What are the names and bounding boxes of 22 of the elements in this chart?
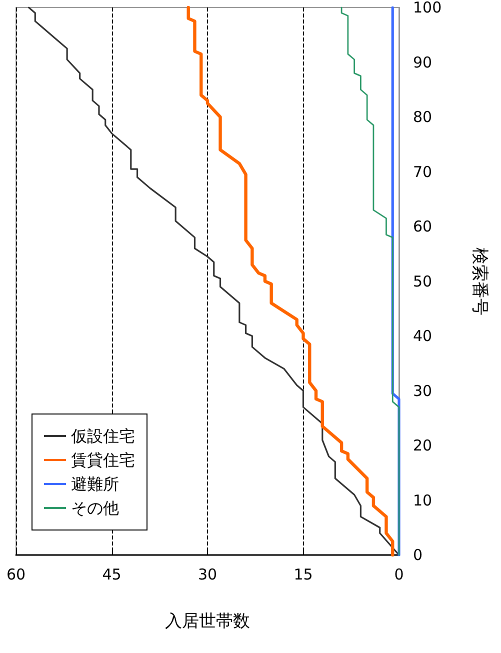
y-tick-label: 50 (413, 272, 432, 290)
y-tick-label: 90 (413, 53, 432, 72)
legend-label: 賃貸住宅 (71, 450, 135, 470)
x-tick-label: 30 (198, 566, 218, 584)
x-tick-label: 15 (294, 566, 313, 584)
y-axis-title: 検索番号 (470, 247, 490, 316)
y-tick-label: 100 (413, 0, 442, 16)
x-tick-label: 0 (394, 566, 404, 584)
y-tick-label: 40 (413, 327, 432, 345)
x-axis-title: 入居世帯数 (165, 612, 250, 632)
y-tick-label: 0 (413, 546, 423, 564)
y-tick-label: 30 (413, 382, 432, 400)
y-tick-label: 10 (413, 491, 432, 510)
x-tick-label: 60 (6, 566, 26, 584)
y-tick-label: 70 (413, 162, 432, 181)
y-tick-label: 80 (413, 108, 432, 126)
y-tick-label: 20 (413, 436, 432, 454)
legend-label: その他 (71, 498, 119, 518)
legend-label: 避難所 (71, 474, 119, 494)
legend-label: 仮設住宅 (70, 426, 135, 446)
x-tick-label: 45 (102, 566, 122, 584)
y-tick-label: 60 (413, 218, 432, 236)
